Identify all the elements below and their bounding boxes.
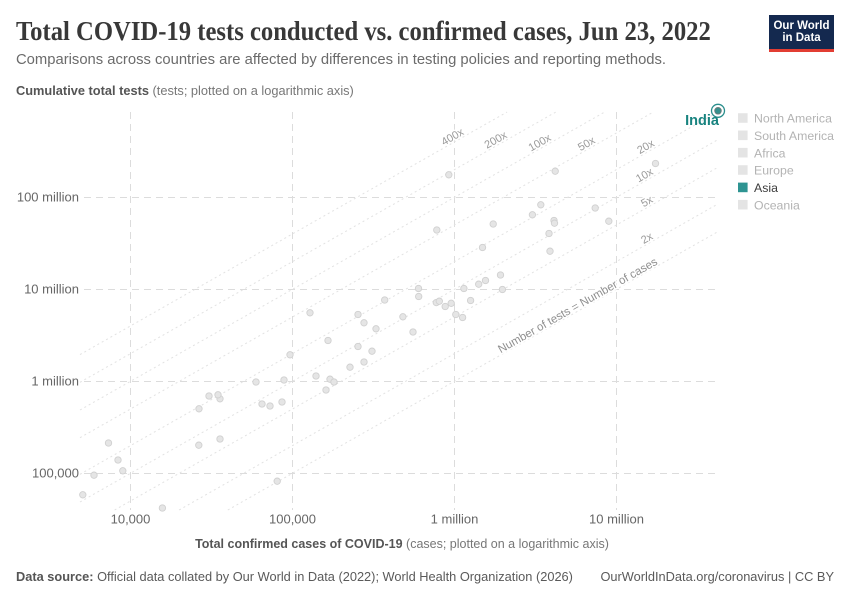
svg-text:Number of tests = Number of ca: Number of tests = Number of cases (496, 256, 660, 356)
svg-text:5x: 5x (639, 194, 655, 210)
svg-text:South America: South America (754, 129, 834, 143)
svg-text:1 million: 1 million (431, 512, 479, 527)
svg-text:Asia: Asia (754, 181, 778, 195)
svg-text:1 million: 1 million (31, 374, 79, 389)
svg-text:10 million: 10 million (24, 282, 79, 297)
svg-text:100,000: 100,000 (269, 512, 316, 527)
svg-text:50x: 50x (576, 134, 598, 153)
svg-text:100x: 100x (527, 132, 554, 154)
svg-text:North America: North America (754, 112, 832, 126)
svg-text:400x: 400x (439, 126, 466, 148)
svg-text:Oceania: Oceania (754, 198, 800, 212)
svg-text:20x: 20x (635, 137, 657, 156)
svg-text:India: India (685, 113, 720, 129)
svg-text:Europe: Europe (754, 164, 794, 178)
svg-text:10x: 10x (634, 166, 656, 185)
svg-text:100,000: 100,000 (32, 466, 79, 481)
svg-text:10,000: 10,000 (111, 512, 151, 527)
svg-text:Africa: Africa (754, 146, 786, 160)
svg-text:100 million: 100 million (17, 190, 79, 205)
svg-text:2x: 2x (639, 230, 655, 246)
svg-text:Total confirmed cases of COVID: Total confirmed cases of COVID-19 (cases… (195, 537, 609, 551)
svg-text:200x: 200x (483, 129, 510, 151)
svg-text:10 million: 10 million (589, 512, 644, 527)
